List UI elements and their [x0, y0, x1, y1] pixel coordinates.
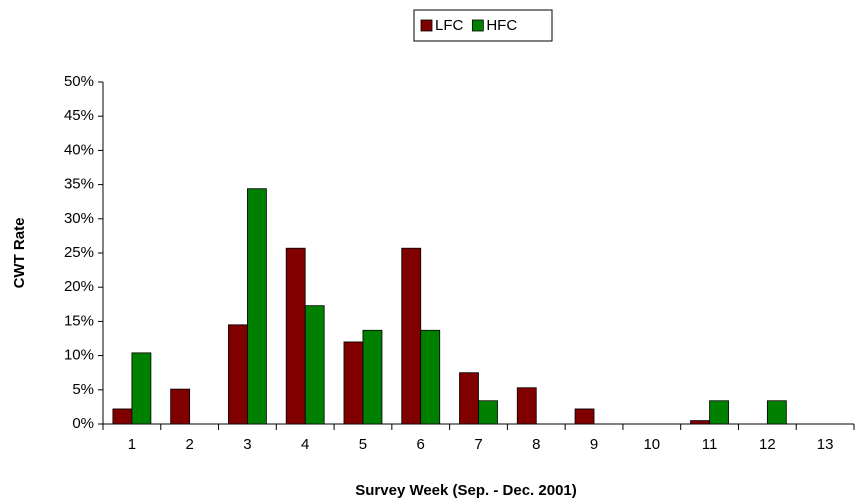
y-tick-label: 25% [64, 244, 94, 261]
x-axis-label: Survey Week (Sep. - Dec. 2001) [355, 482, 577, 499]
x-tick-label: 4 [301, 436, 309, 453]
bar [131, 352, 152, 425]
x-tick-label: 11 [702, 436, 718, 453]
bar [343, 341, 364, 425]
bar [420, 329, 441, 425]
x-tick-label: 5 [359, 436, 367, 453]
legend-label: HFC [486, 17, 517, 34]
bar [247, 188, 267, 425]
y-tick-label: 35% [64, 176, 94, 193]
bar [401, 247, 422, 425]
x-tick-label: 13 [817, 436, 834, 453]
x-tick-label: 1 [128, 436, 136, 453]
y-tick-label: 50% [64, 73, 94, 90]
legend-swatch [471, 19, 484, 32]
x-tick-label: 3 [243, 436, 251, 453]
bar [574, 408, 595, 425]
x-tick-label: 2 [185, 436, 193, 453]
bar [228, 324, 248, 425]
y-tick-label: 10% [64, 347, 94, 364]
bar [170, 388, 191, 425]
bar [709, 400, 729, 425]
bar [304, 305, 325, 425]
y-tick-label: 30% [64, 210, 94, 227]
y-axis-label: CWT Rate [11, 218, 28, 289]
x-tick-label: 12 [759, 436, 776, 453]
bar [112, 408, 133, 425]
bar [516, 387, 537, 425]
bar [690, 420, 710, 425]
x-tick-label: 9 [590, 436, 598, 453]
y-tick-label: 0% [72, 415, 94, 432]
bar [459, 372, 479, 425]
y-tick-label: 15% [64, 312, 94, 329]
x-tick-label: 8 [532, 436, 540, 453]
y-tick-label: 20% [64, 278, 94, 295]
bar [766, 400, 787, 425]
bar [478, 400, 498, 425]
y-tick-label: 40% [64, 141, 94, 158]
legend-label: LFC [435, 17, 464, 34]
bar [362, 329, 383, 425]
x-tick-label: 6 [417, 436, 425, 453]
y-tick-label: 5% [72, 381, 94, 398]
x-tick-label: 10 [643, 436, 660, 453]
x-tick-label: 7 [474, 436, 482, 453]
legend-swatch [420, 19, 433, 32]
bar [285, 247, 306, 425]
y-tick-label: 45% [64, 107, 94, 124]
